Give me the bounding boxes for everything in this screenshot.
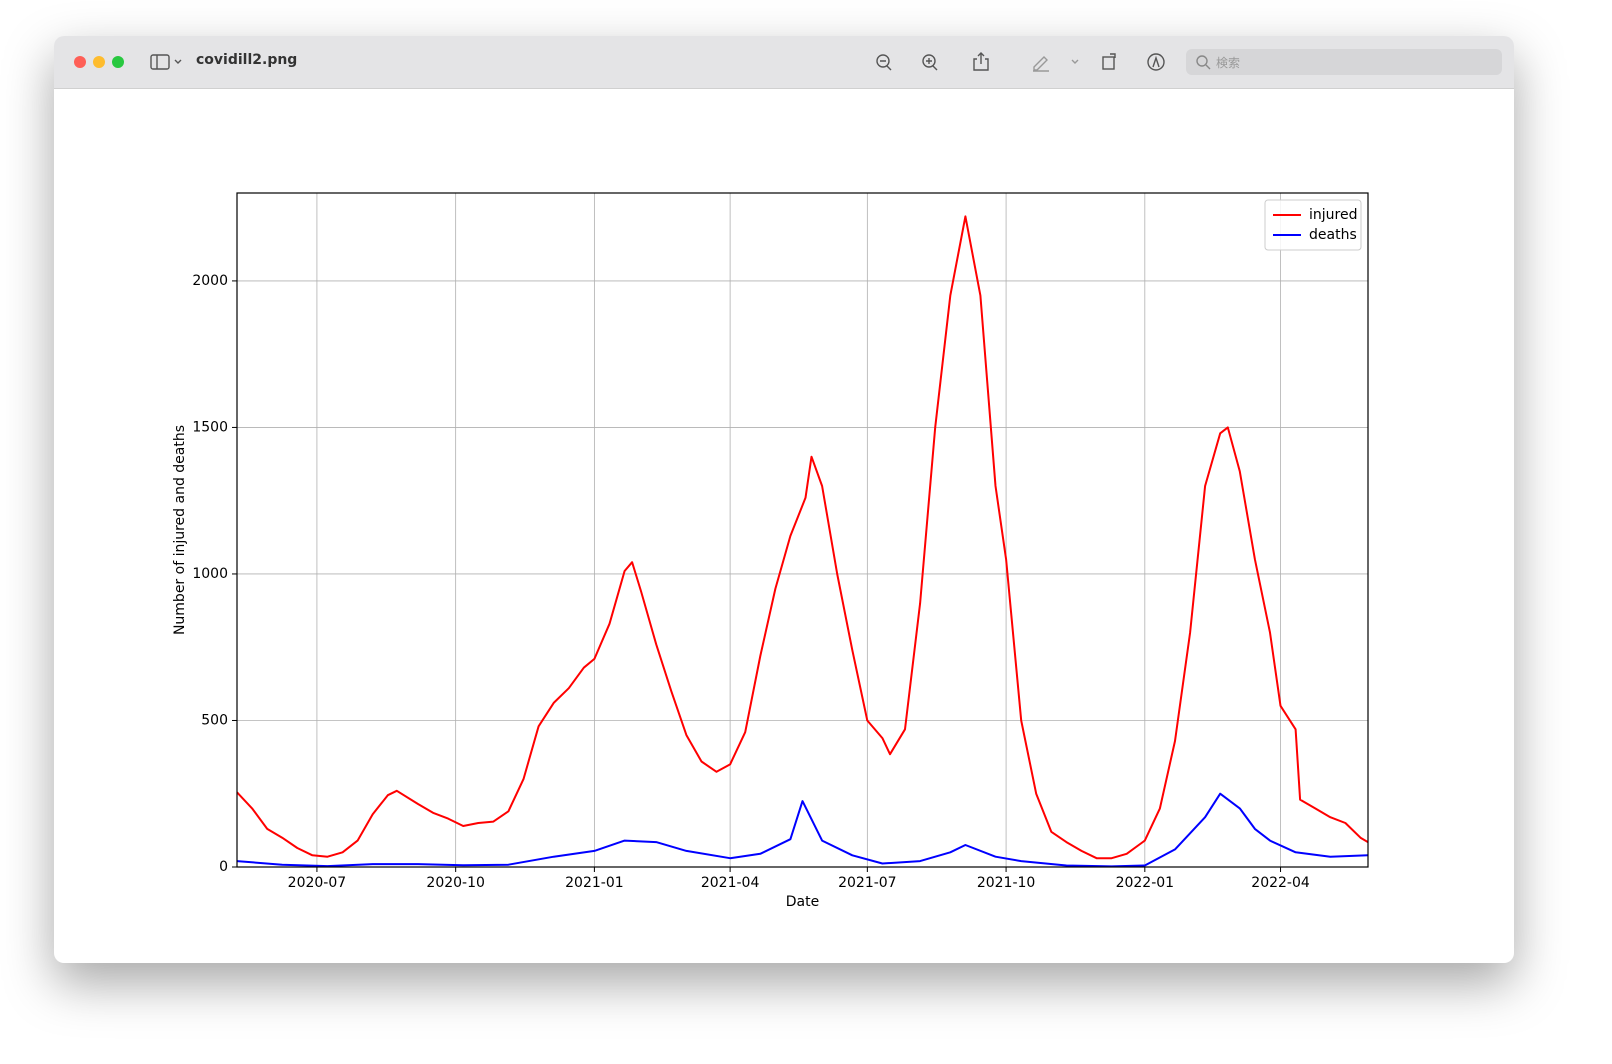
plot-frame (236, 192, 1369, 868)
toolbar-icons (74, 52, 1165, 72)
legend-label: injured (1309, 207, 1357, 223)
data-line (237, 215, 1368, 860)
zoom-out-button[interactable] (876, 54, 892, 71)
legend-label: deaths (1309, 227, 1357, 243)
search-icon (1196, 55, 1211, 70)
x-tick-label: 2022-01 (1116, 875, 1175, 891)
window-title: covidill2.png (196, 52, 298, 68)
search-placeholder: 検索 (1216, 56, 1241, 70)
y-axis-label: Number of injured and deaths (172, 425, 188, 635)
sidebar-button[interactable] (150, 54, 182, 70)
x-tick-label: 2022-04 (1251, 875, 1310, 891)
x-tick-label: 2020-10 (426, 875, 485, 891)
y-tick-label: 0 (219, 859, 228, 875)
y-tick-label: 1500 (192, 419, 228, 435)
y-tick-label: 500 (201, 712, 228, 728)
rotate-button[interactable] (1102, 53, 1116, 70)
close-button[interactable] (74, 56, 86, 68)
y-tick-label: 1000 (192, 566, 228, 582)
x-tick-label: 2020-07 (288, 875, 347, 891)
legend-box (1264, 199, 1362, 251)
search-field[interactable]: 検索 (1186, 49, 1502, 75)
title-bar: covidill2.png 検索 (54, 36, 1514, 89)
markup-button[interactable] (1033, 56, 1079, 72)
x-tick-label: 2021-04 (701, 875, 760, 891)
data-line (237, 792, 1368, 867)
minimize-button[interactable] (93, 56, 105, 68)
zoom-in-button[interactable] (922, 54, 938, 71)
x-tick-label: 2021-07 (838, 875, 897, 891)
x-tick-label: 2021-01 (565, 875, 624, 891)
share-button[interactable] (973, 52, 989, 71)
x-axis-label: Date (786, 894, 819, 910)
preview-window: covidill2.png 検索 (54, 36, 1514, 963)
zoom-button[interactable] (112, 56, 124, 68)
y-tick-label: 2000 (192, 273, 228, 289)
annotate-button[interactable] (1147, 53, 1165, 71)
x-tick-label: 2021-10 (977, 875, 1036, 891)
